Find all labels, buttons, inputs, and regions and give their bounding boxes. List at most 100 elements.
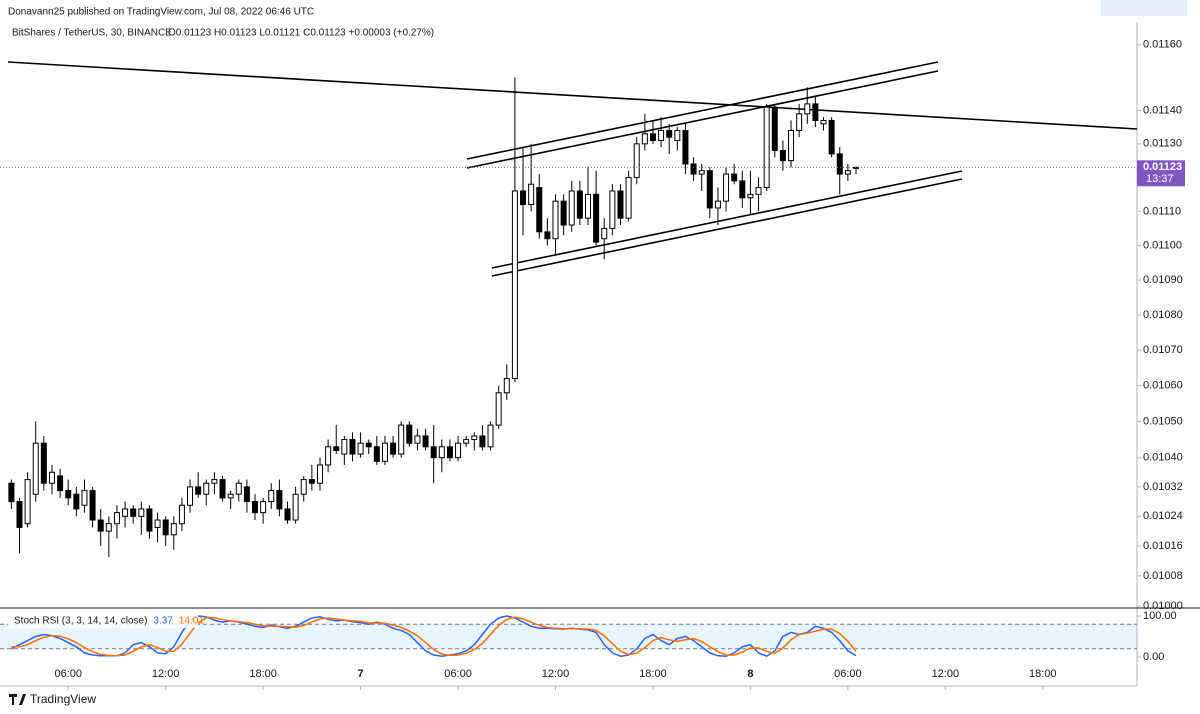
candle-body [390, 442, 397, 455]
candle-body [674, 129, 681, 141]
candle-body [658, 129, 665, 141]
candle-body [16, 501, 23, 528]
candle-body [601, 227, 608, 240]
candle-body [235, 482, 242, 495]
candle-body [455, 442, 462, 459]
candle-body [560, 200, 567, 226]
candle-body [40, 442, 47, 484]
candle-body [544, 231, 551, 240]
candle-body [349, 439, 356, 455]
candle-body [438, 446, 445, 459]
x-tick-label: 06:00 [444, 668, 472, 680]
candle-body [609, 190, 616, 229]
candle-body [8, 482, 15, 503]
y-tick-label: 0.01100 [1143, 239, 1182, 251]
stoch-line [11, 616, 857, 657]
x-tick-label: 12:00 [152, 668, 180, 680]
candle-body [146, 508, 153, 532]
y-tick-label: 0.01090 [1143, 274, 1183, 286]
y-tick-label: 0.01040 [1143, 452, 1183, 464]
candle-body [406, 424, 413, 444]
candle-body [796, 113, 803, 131]
candle-body [422, 435, 429, 448]
channel-line [491, 170, 963, 269]
y-tick-label: 0.01060 [1143, 380, 1183, 392]
channel-line [466, 70, 939, 169]
candle-body [576, 190, 583, 219]
legend-value: 14.01 [179, 616, 204, 627]
candle-body [511, 190, 518, 380]
candle-body [333, 446, 340, 451]
candle-body [187, 486, 194, 506]
candle-body [844, 170, 851, 175]
candle-body [706, 170, 713, 209]
y-tick-label: 0.01160 [1143, 39, 1182, 51]
y-tick-label: 0.01110 [1143, 205, 1181, 217]
candle-body [260, 501, 267, 514]
candle-body [536, 187, 543, 233]
trend-line [7, 61, 1138, 130]
candle-body [89, 490, 96, 521]
candle-body [731, 173, 738, 182]
x-tick-label: 06:00 [54, 668, 82, 680]
candle-body [723, 173, 730, 202]
y-tick-label: 0.01080 [1143, 309, 1183, 321]
channel-line [491, 178, 963, 277]
candle-body [828, 119, 835, 155]
candle-body [520, 190, 527, 206]
candle-body [276, 490, 283, 510]
candle-body [714, 200, 721, 209]
brand-name: TradingView [30, 692, 96, 706]
candle-body [170, 523, 177, 536]
candle-body [463, 439, 470, 444]
candle-body [97, 519, 104, 532]
x-tick-label: 7 [358, 668, 364, 680]
candle-body [503, 378, 510, 394]
candle-body [32, 442, 39, 495]
candle-body [154, 519, 161, 528]
candle-body [747, 193, 754, 199]
candle-body [641, 133, 648, 145]
candle-body [763, 106, 770, 189]
candle-body [252, 501, 259, 514]
candle-body [479, 435, 486, 448]
candle-body [57, 475, 64, 492]
candle-body [836, 153, 843, 175]
candle-body [113, 512, 120, 525]
y-tick-label: 0.01140 [1143, 104, 1182, 116]
candle-body [398, 424, 405, 455]
candles [8, 77, 859, 558]
y-tick-label: 0.01050 [1143, 415, 1183, 427]
candle-body [690, 163, 697, 175]
candle-body [528, 183, 535, 206]
candle-body [820, 119, 827, 125]
candle-body [227, 493, 234, 499]
symbol-title: BitShares / TetherUS, 30, BINANCE [12, 28, 172, 39]
candle-body [373, 446, 380, 462]
candle-body [243, 486, 250, 503]
candle-body [203, 482, 210, 495]
candle-body [593, 193, 600, 243]
candle-body [73, 493, 80, 510]
last-price-label: 0.01123 [1143, 161, 1182, 173]
candle-body [325, 446, 332, 466]
x-tick-label: 8 [747, 668, 753, 680]
candle-body [195, 486, 202, 495]
last-price-box [1137, 160, 1185, 187]
candle-body [633, 143, 640, 178]
indicator-title: Stoch RSI (3, 3, 14, 14, close) [14, 616, 147, 627]
candle-body [162, 519, 169, 536]
y-tick-label: 0.01016 [1143, 540, 1183, 552]
candle-body [649, 133, 656, 141]
candle-body [625, 176, 632, 219]
candle-body [65, 490, 72, 499]
candle-body [292, 493, 299, 521]
candle-body [308, 479, 315, 484]
candle-body [471, 435, 478, 441]
candle-body [568, 190, 575, 226]
candle-body [584, 193, 591, 219]
candle-body [81, 490, 88, 506]
candle-body [381, 442, 388, 462]
y-tick-label: 0.00 [1143, 651, 1164, 663]
candle-body [495, 392, 502, 426]
